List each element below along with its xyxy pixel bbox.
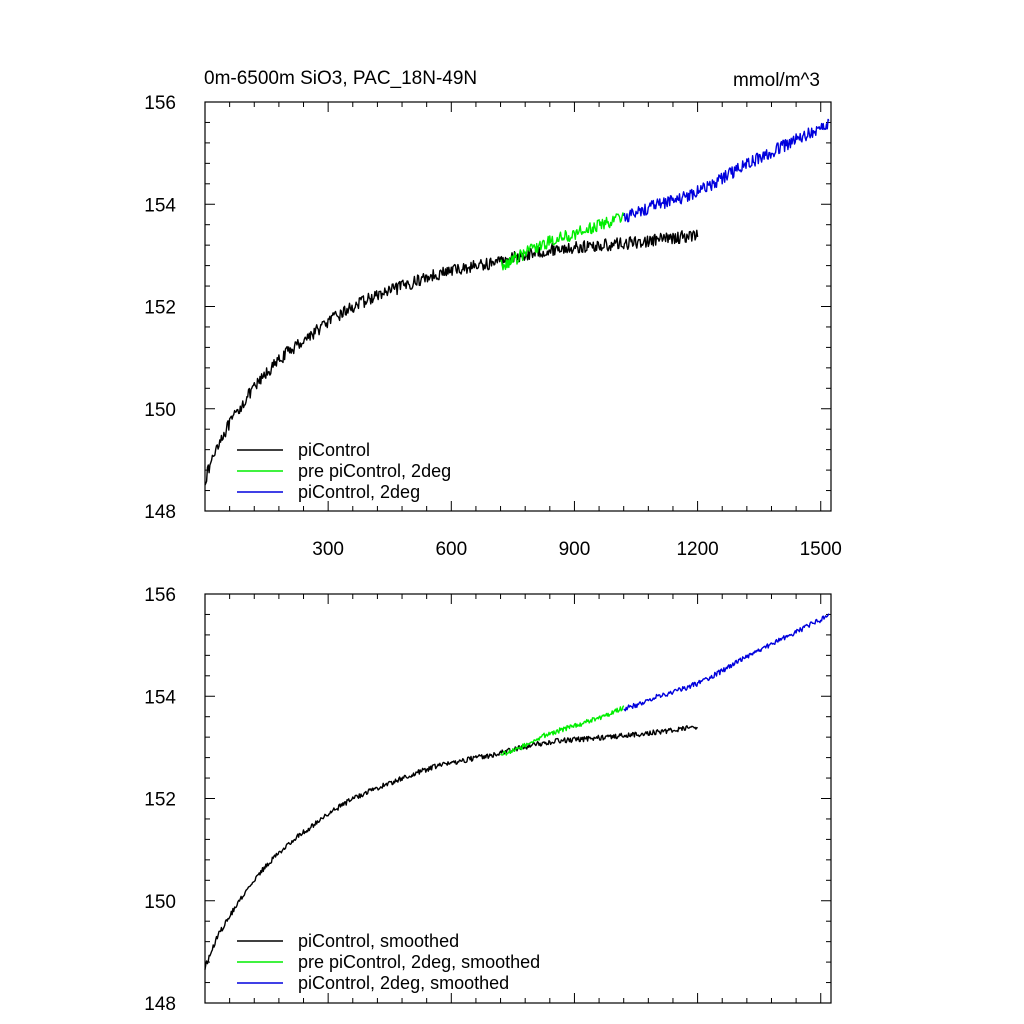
- series-line: [623, 118, 830, 223]
- y-tick-label: 148: [144, 502, 176, 523]
- legend-label: pre piControl, 2deg, smoothed: [298, 952, 540, 972]
- y-tick-label: 156: [144, 585, 176, 606]
- series-line: [204, 725, 698, 970]
- legend-label: piControl, smoothed: [298, 931, 459, 951]
- y-tick-label: 150: [144, 400, 176, 421]
- x-tick-label: 900: [559, 539, 591, 560]
- y-tick-label: 156: [144, 93, 176, 114]
- x-tick-label: 300: [312, 539, 344, 560]
- series-line: [500, 705, 625, 756]
- x-tick-label: 600: [435, 539, 467, 560]
- legend-label: piControl: [298, 440, 370, 460]
- y-tick-label: 152: [144, 298, 176, 319]
- series-line: [623, 613, 830, 712]
- y-tick-label: 154: [144, 195, 176, 216]
- y-tick-label: 154: [144, 687, 176, 708]
- chart-title: 0m-6500m SiO3, PAC_18N-49N: [204, 68, 477, 89]
- y-tick-label: 150: [144, 892, 176, 913]
- series-line: [500, 212, 625, 271]
- series-line: [204, 229, 699, 486]
- legend-label: pre piControl, 2deg: [298, 461, 451, 481]
- y-tick-label: 152: [144, 790, 176, 811]
- x-tick-label: 1500: [800, 539, 842, 560]
- top-panel: 300 600 900 1200 1500 148 150 152 154 156 piContro…: [144, 93, 842, 560]
- units-label: mmol/m^3: [733, 70, 820, 91]
- legend-label: piControl, 2deg: [298, 482, 420, 502]
- legend-label: piControl, 2deg, smoothed: [298, 973, 509, 993]
- y-tick-label: 148: [144, 994, 176, 1015]
- x-tick-label: 1200: [676, 539, 718, 560]
